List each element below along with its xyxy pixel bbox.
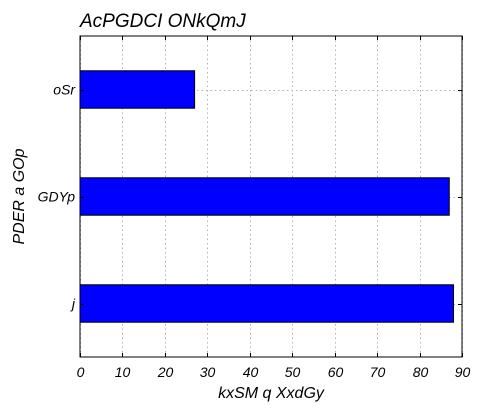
bars <box>79 70 455 323</box>
x-tick-label: 90 <box>455 364 471 380</box>
y-tick-label: oSr <box>53 82 76 98</box>
x-tick-label: 50 <box>285 364 301 380</box>
x-tick-label: 70 <box>370 364 386 380</box>
bar-GDYp <box>79 177 450 216</box>
x-axis-ticks: 0 10 20 30 40 50 60 70 80 90 <box>77 36 471 380</box>
x-tick-label: 0 <box>77 364 85 380</box>
y-axis-label: PDER a GOp <box>11 148 28 244</box>
x-tick-label: 10 <box>115 364 131 380</box>
x-tick-label: 40 <box>243 364 259 380</box>
y-tick-label: GDYp <box>38 189 76 205</box>
x-axis-label: kxSM q XxdGy <box>218 385 325 402</box>
x-tick-label: 30 <box>200 364 216 380</box>
x-tick-label: 80 <box>413 364 429 380</box>
bar-oSr <box>79 70 196 109</box>
x-tick-label: 60 <box>328 364 344 380</box>
x-tick-label: 20 <box>157 364 174 380</box>
y-tick-label: j <box>70 296 76 312</box>
chart-title: AcPGDCI ONkQmJ <box>79 11 246 32</box>
y-axis-ticks: j GDYp oSr <box>38 82 462 312</box>
plot-frame <box>79 35 463 358</box>
bar-j <box>79 284 455 323</box>
